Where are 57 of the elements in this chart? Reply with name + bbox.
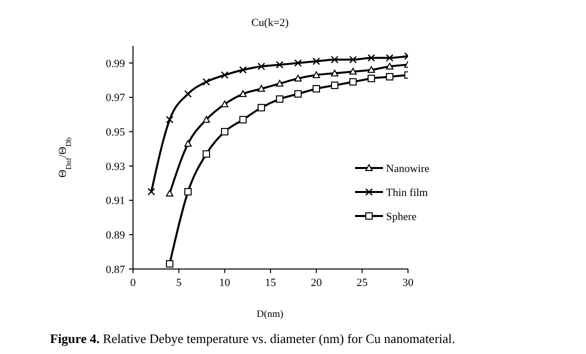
- point: [220, 100, 228, 108]
- x-tick-label: 20: [310, 277, 322, 289]
- x-tick-label: 15: [265, 277, 276, 289]
- point: [294, 59, 302, 67]
- point: [276, 60, 284, 69]
- point: [330, 82, 338, 90]
- point: [148, 188, 156, 196]
- point: [166, 260, 174, 268]
- point: [239, 116, 247, 124]
- legend-label: Sphere: [386, 210, 417, 223]
- legend-label: Nanowire: [386, 162, 430, 175]
- point: [184, 140, 192, 147]
- point: [294, 90, 302, 98]
- y-tick-label: 0.95: [106, 126, 126, 139]
- point: [220, 71, 228, 79]
- y-tick-label: 0.89: [106, 230, 126, 242]
- point: [330, 70, 338, 76]
- point: [276, 95, 284, 103]
- y-tick-label: 0.91: [106, 195, 125, 208]
- x-tick-label: 30: [402, 277, 414, 289]
- point: [202, 116, 210, 123]
- point: [166, 116, 174, 124]
- y-tick-label: 0.93: [106, 160, 126, 173]
- text: Figure 4. Relative Debye temperature vs. diameter (nm) for Cu nanomaterial.: [50, 331, 456, 346]
- y-tick-label: 0.97: [106, 92, 126, 104]
- point: [349, 68, 357, 75]
- y-tick-label: 0.87: [106, 264, 126, 276]
- point: [349, 56, 357, 64]
- point: [184, 188, 192, 196]
- x-tick-label: 0: [130, 277, 136, 289]
- point: [258, 104, 266, 112]
- point: [220, 128, 228, 136]
- x-tick-label: 10: [219, 277, 231, 289]
- point: [386, 54, 394, 62]
- point: [349, 78, 357, 86]
- point: [258, 85, 266, 92]
- point: [202, 78, 210, 86]
- legend-label: Thin film: [386, 186, 428, 199]
- point: [386, 73, 394, 80]
- x-tick-label: 25: [356, 277, 368, 289]
- point: [258, 62, 266, 70]
- point: [312, 85, 320, 92]
- point: [312, 57, 320, 66]
- y-tick-label: 0.99: [106, 58, 126, 70]
- x-axis-title: D(nm): [256, 309, 284, 320]
- point: [312, 71, 320, 78]
- point: [368, 54, 376, 62]
- point: [368, 74, 376, 82]
- point: [276, 80, 284, 87]
- chart-title: Cu(k=2): [251, 17, 290, 29]
- point: [239, 66, 247, 74]
- point: [202, 150, 210, 158]
- x-tick-label: 5: [176, 277, 182, 289]
- point: [294, 74, 302, 82]
- point: [368, 66, 376, 73]
- point: [330, 56, 338, 64]
- point: [386, 62, 394, 70]
